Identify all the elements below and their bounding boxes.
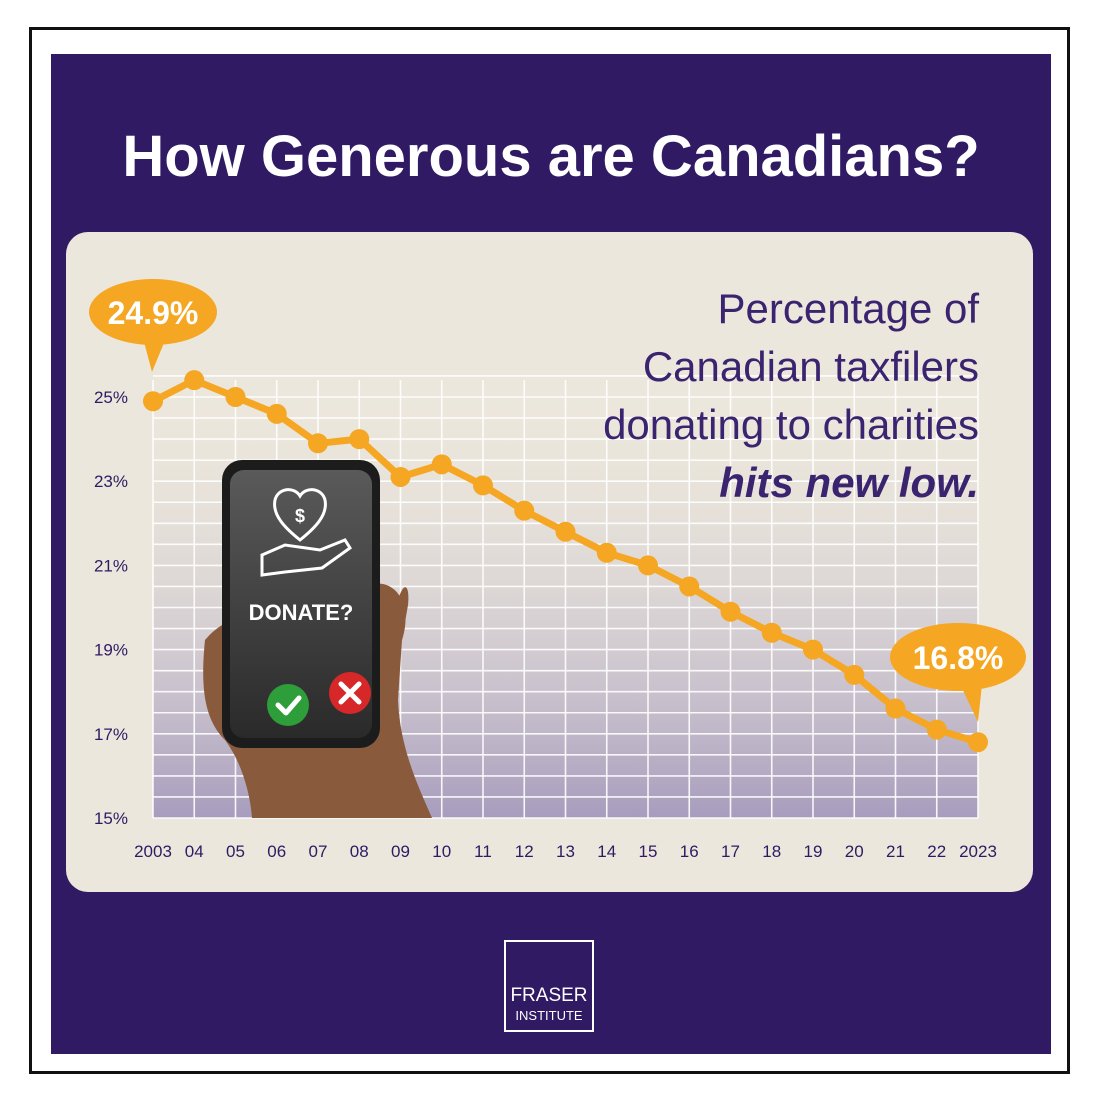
data-points [143, 370, 988, 753]
x-tick-label: 22 [927, 842, 946, 861]
fraser-institute-logo: FRASER INSTITUTE [504, 940, 594, 1032]
hand-phone-illustration: $ DONATE? [203, 460, 432, 818]
x-tick-label: 20 [845, 842, 864, 861]
x-tick-label: 07 [309, 842, 328, 861]
x-tick-label: 2023 [959, 842, 997, 861]
data-point [514, 500, 535, 521]
data-point [143, 391, 163, 412]
callout-start: 24.9% [89, 279, 217, 372]
y-tick-label: 23% [94, 472, 128, 491]
data-point [926, 719, 947, 740]
data-point [473, 475, 493, 496]
x-tick-label: 06 [267, 842, 286, 861]
x-tick-label: 16 [680, 842, 699, 861]
callout-end-label: 16.8% [913, 640, 1004, 676]
x-tick-label: 18 [762, 842, 781, 861]
data-point [885, 698, 906, 719]
headline: Percentage of Canadian taxfilers donatin… [459, 280, 979, 512]
data-point [679, 576, 700, 597]
headline-line-2: Canadian taxfilers [642, 343, 979, 390]
x-tick-label: 21 [886, 842, 905, 861]
logo-line-2: INSTITUTE [515, 1008, 583, 1023]
x-icon [338, 681, 362, 705]
y-axis: 25% 23% 21% 19% 17% 15% [94, 388, 128, 828]
callout-end: 16.8% [890, 623, 1026, 722]
y-tick-label: 15% [94, 809, 128, 828]
phone-screen [230, 470, 372, 738]
donate-prompt: DONATE? [249, 600, 354, 625]
data-point [349, 429, 370, 450]
data-point [761, 622, 782, 643]
data-point [308, 433, 328, 454]
data-point [638, 555, 658, 576]
x-tick-label: 05 [226, 842, 245, 861]
data-point [720, 601, 741, 622]
x-tick-label: 17 [721, 842, 740, 861]
data-point [431, 454, 452, 475]
data-point [390, 466, 411, 487]
heart-dollar-hand-icon [260, 488, 353, 577]
check-icon [275, 695, 302, 716]
dollar-glyph: $ [295, 506, 305, 526]
x-tick-label: 11 [474, 842, 492, 861]
x-tick-label: 12 [515, 842, 534, 861]
headline-line-4: hits new low. [719, 459, 979, 506]
data-point [225, 387, 246, 407]
y-tick-label: 25% [94, 388, 128, 407]
x-tick-label: 14 [597, 842, 616, 861]
data-point [968, 732, 988, 753]
x-axis: 2003 04 05 06 07 08 09 10 11 12 13 14 15 16 17 18 19 20 21… [134, 842, 997, 861]
x-tick-label: 08 [350, 842, 369, 861]
x-tick-label: 09 [391, 842, 410, 861]
y-tick-label: 17% [94, 725, 128, 744]
headline-line-1: Percentage of [717, 285, 979, 332]
data-point [803, 639, 823, 660]
data-point [266, 403, 287, 424]
x-tick-label: 2003 [134, 842, 172, 861]
y-tick-label: 19% [94, 641, 128, 660]
logo-line-1: FRASER [510, 985, 588, 1006]
x-tick-label: 19 [804, 842, 823, 861]
data-point [184, 370, 205, 391]
callout-start-label: 24.9% [108, 295, 199, 331]
thumb [398, 587, 409, 640]
data-point [596, 542, 617, 563]
x-tick-label: 10 [432, 842, 451, 861]
x-tick-label: 04 [185, 842, 204, 861]
x-tick-label: 13 [556, 842, 575, 861]
page-title: How Generous are Canadians? [122, 124, 980, 189]
yes-button[interactable] [267, 684, 309, 726]
data-point [555, 521, 576, 542]
x-tick-label: 15 [639, 842, 658, 861]
headline-line-3: donating to charities [603, 401, 979, 448]
data-point [844, 664, 865, 685]
y-tick-label: 21% [94, 556, 128, 575]
